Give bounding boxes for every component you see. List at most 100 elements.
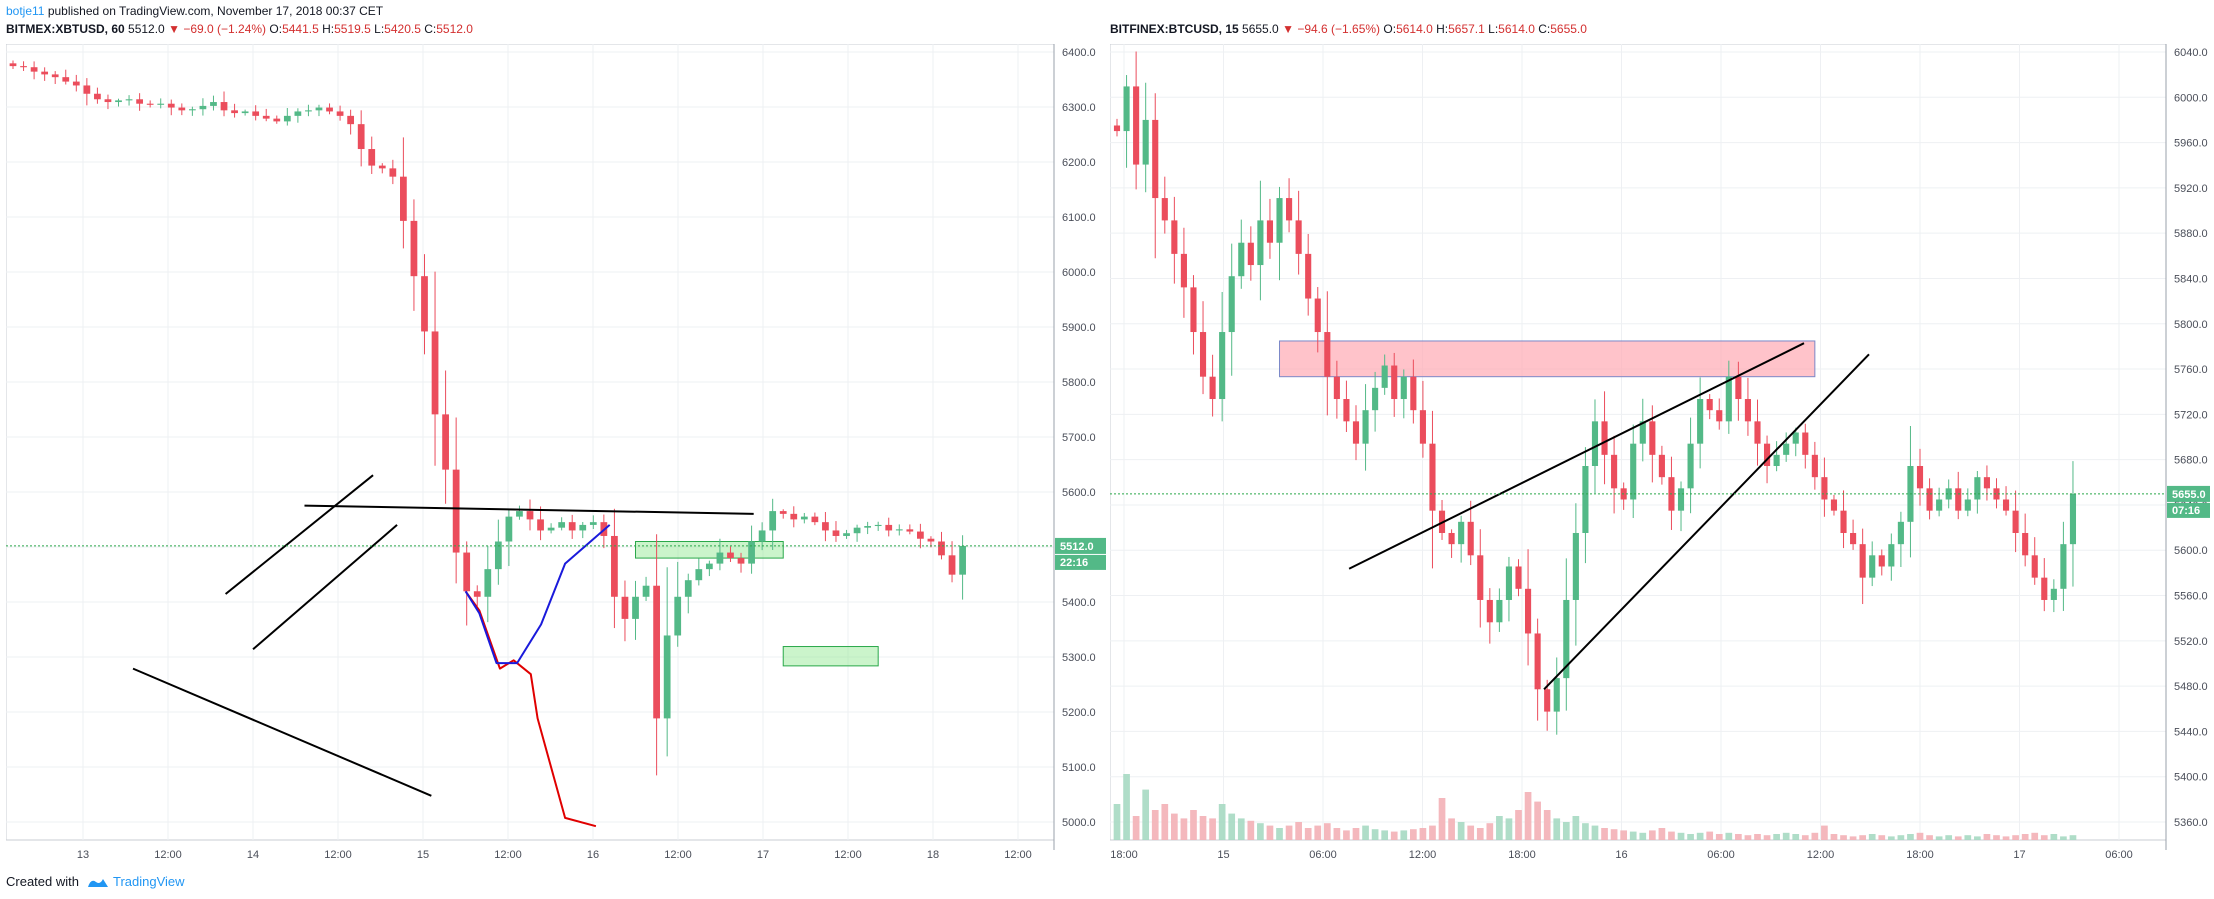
candle-body [1697,399,1704,444]
volume-bar [1161,804,1169,840]
trendline [252,524,398,651]
candle-body [1850,532,1857,545]
annotation-zone [782,646,879,667]
trendline [224,474,374,595]
candle-body [241,111,249,114]
candle-body [1888,544,1895,567]
countdown-badge [2167,502,2210,518]
candle-body [72,81,80,86]
price-badge-label: 5512.0 [1060,541,1094,553]
y-tick-label: 5720.0 [2174,409,2208,421]
candle-body [727,552,734,559]
candle-body [674,596,682,636]
candle-body [1744,399,1751,422]
left-close: 5512.0 [436,22,473,36]
y-tick-label: 5800.0 [1062,377,1096,389]
y-tick-label: 5440.0 [2174,726,2208,738]
volume-bar [1859,835,1866,840]
candle-body [1677,488,1685,511]
candle-body [1372,387,1379,411]
candle-body [1448,532,1455,545]
volume-bar [2050,834,2058,840]
candle-body [2069,493,2077,545]
candle-body [705,563,713,570]
y-tick-label: 5760.0 [2174,364,2208,376]
candle-body [1945,488,1952,500]
x-tick-label: 12:00 [1004,849,1032,861]
x-tick-label: 17 [757,849,769,861]
candle-body [1123,86,1130,132]
x-tick-label: 15 [417,849,429,861]
candle-body [2031,555,2038,578]
candle-body [1515,566,1522,589]
candle-body [273,118,281,122]
candle-body [1247,242,1254,266]
tradingview-link[interactable]: TradingView [87,874,185,889]
candle-body [948,555,956,575]
volume-bar [1419,828,1427,840]
candle-body [959,545,966,575]
volume-bar [1677,832,1685,840]
candle-body [769,511,777,531]
x-tick-label: 16 [1615,849,1627,861]
x-tick-label: 06:00 [1707,849,1735,861]
y-tick-label: 5000.0 [1062,817,1096,829]
volume-bar [1954,836,1962,840]
candle-body [1429,443,1436,511]
x-tick-label: 12:00 [664,849,692,861]
y-tick-label: 5920.0 [2174,183,2208,195]
trendline [1348,342,1805,570]
volume-bar [1916,832,1924,840]
volume-bar [1821,825,1828,840]
candle-body [1343,399,1350,422]
candle-body [1630,443,1637,500]
candle-body [421,276,428,332]
candle-body [516,511,523,517]
candle-body [1486,599,1493,623]
candle-body [1152,119,1159,199]
candle-body [537,519,544,531]
candle-body [1534,633,1541,690]
volume-bar [1849,836,1857,840]
candle-body [1869,555,1876,578]
volume-bar [1429,825,1436,840]
volume-bar [1257,823,1264,840]
candle-body [104,99,112,103]
candle-body [758,530,766,542]
left-high: 5519.5 [334,22,371,36]
candle-body [473,591,481,597]
right-low-key: L: [1488,22,1499,36]
candle-body [1525,588,1532,634]
candle-body [305,110,312,112]
volume-bar [1285,825,1293,840]
left-close-key: C: [424,22,437,36]
x-tick-label: 12:00 [1409,849,1437,861]
candle-body [568,522,576,531]
volume-bar [1371,829,1379,840]
author-link[interactable]: botje11 [6,4,45,18]
y-tick-label: 5200.0 [1062,707,1096,719]
candle-body [843,533,850,536]
candle-body [547,527,555,531]
candle-body [1295,220,1302,254]
y-tick-label: 6400.0 [1062,47,1096,59]
volume-bar [1840,835,1847,840]
y-tick-label: 5900.0 [1062,322,1096,334]
candle-body [400,176,407,221]
volume-bar [1247,820,1255,840]
volume-bar [1228,813,1236,840]
left-symbol-header: BITMEX:XBTUSD, 60 5512.0 ▼ −69.0 (−1.24%… [6,22,473,36]
candle-body [790,513,798,520]
plot-frame [1110,44,2167,841]
candle-body [1410,376,1417,411]
x-tick-label: 12:00 [494,849,522,861]
candle-body [1582,466,1589,533]
publish-line: botje11 published on TradingView.com, No… [6,4,383,18]
right-chart-pane[interactable]: 6040.0 6000.0 5960.0 5920.0 5880.0 5840.0 5800… [1110,44,2210,864]
candle-body [94,93,101,100]
candle-body [357,124,365,150]
volume-bar [1801,835,1809,840]
candle-body [294,111,302,116]
left-chart-pane[interactable]: 6400.0 6300.0 6200.0 6100.0 6000.0 5900.0 5800… [6,44,1106,864]
candle-body [1419,410,1426,444]
